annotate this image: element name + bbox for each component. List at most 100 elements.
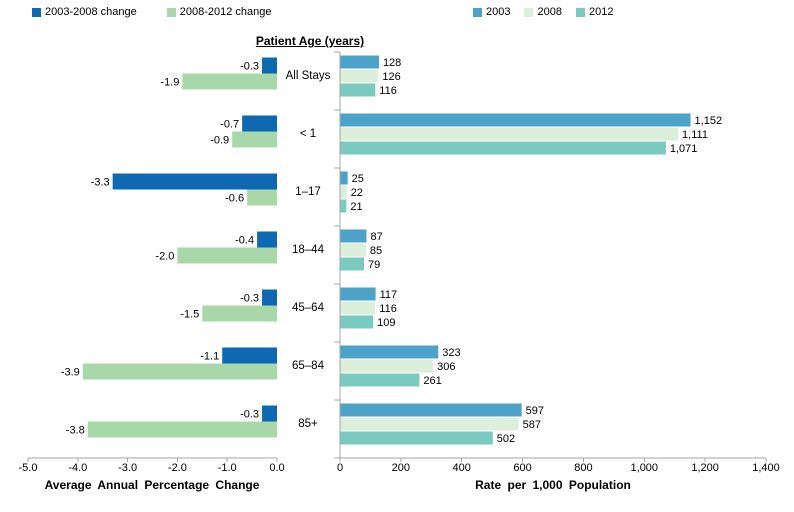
- left-axis-title: Average Annual Percentage Change: [44, 478, 260, 492]
- left-x-tick-label: -2.0: [168, 462, 187, 474]
- change-bar-2003-2008 change: [112, 173, 277, 190]
- rate-bar-2008: [340, 69, 379, 83]
- legend-label: 2003-2008 change: [45, 6, 137, 18]
- legend-label: 2012: [588, 6, 614, 18]
- legend-swatch: [575, 8, 585, 17]
- category-label: 1–17: [295, 186, 321, 198]
- change-bar-2008-2012 change: [82, 363, 277, 380]
- change-bar-2003-2008 change: [262, 289, 277, 306]
- change-value-label: -0.3: [240, 293, 259, 305]
- rate-value-label: 126: [382, 71, 400, 83]
- category-label: 45–64: [292, 302, 325, 314]
- change-value-label: -0.7: [220, 119, 239, 131]
- right-axis-title: Rate per 1,000 Population: [475, 478, 631, 492]
- rate-bar-2003: [340, 229, 367, 243]
- rate-value-label: 87: [370, 231, 382, 243]
- right-x-tick-label: 0: [337, 462, 343, 474]
- rate-value-label: 116: [379, 303, 397, 315]
- category-label: 65–84: [292, 360, 325, 372]
- change-value-label: -3.3: [91, 177, 110, 189]
- rate-value-label: 323: [442, 347, 460, 359]
- rate-bar-2003: [340, 403, 522, 417]
- legend-label: 2008-2012 change: [179, 6, 272, 18]
- change-bar-2008-2012 change: [232, 131, 277, 148]
- rate-bar-2003: [340, 171, 348, 185]
- legend-swatch: [166, 8, 176, 17]
- legend-item: 2008: [524, 6, 562, 18]
- change-value-label: -0.9: [210, 135, 229, 147]
- change-bar-2008-2012 change: [202, 305, 277, 322]
- legend-item: 2003: [473, 7, 510, 18]
- left-x-tick-label: -4.0: [68, 462, 87, 474]
- change-value-label: -3.9: [61, 367, 80, 379]
- rate-bar-2012: [340, 431, 493, 445]
- rate-value-label: 306: [437, 361, 455, 373]
- right-x-tick-label: 1,200: [691, 462, 719, 474]
- rate-value-label: 502: [497, 433, 515, 445]
- rate-value-label: 597: [526, 405, 544, 417]
- rate-bar-2003: [340, 55, 379, 69]
- rate-bar-2003: [340, 287, 376, 301]
- rate-bar-2008: [340, 301, 376, 315]
- change-bar-2003-2008 change: [262, 57, 277, 74]
- category-label: 18–44: [292, 244, 325, 256]
- rate-value-label: 85: [370, 245, 382, 257]
- rate-bar-2012: [340, 257, 365, 271]
- rate-bar-2012: [340, 373, 420, 387]
- left-x-tick-label: -5.0: [19, 462, 38, 474]
- right-x-tick-label: 800: [574, 462, 592, 474]
- rate-value-label: 22: [351, 187, 363, 199]
- rate-bar-2008: [340, 359, 434, 373]
- change-value-label: -0.6: [225, 193, 244, 205]
- legend-item: 2008-2012 change: [166, 6, 272, 18]
- rate-bar-2008: [340, 185, 347, 199]
- legend-label: 2008: [537, 6, 562, 18]
- category-label: 85+: [298, 418, 318, 430]
- left-x-tick-label: -1.0: [218, 462, 237, 474]
- patient-age-header: Patient Age (years): [255, 34, 365, 48]
- rate-bar-2012: [340, 199, 347, 213]
- change-value-label: -0.3: [240, 409, 259, 421]
- change-value-label: -2.0: [155, 251, 174, 263]
- change-bar-2003-2008 change: [257, 231, 277, 248]
- right-x-tick-label: 600: [513, 462, 531, 474]
- category-label: < 1: [300, 128, 316, 140]
- rate-bar-2012: [340, 83, 376, 97]
- rate-value-label: 116: [379, 85, 397, 97]
- change-value-label: -1.9: [160, 77, 179, 89]
- rate-bar-2012: [340, 315, 374, 329]
- rate-value-label: 1,111: [682, 129, 708, 141]
- rate-bar-2012: [340, 141, 666, 155]
- rate-value-label: 79: [368, 259, 380, 271]
- change-bar-2003-2008 change: [262, 405, 277, 422]
- change-bar-2008-2012 change: [247, 189, 277, 206]
- legend-swatch: [473, 8, 482, 17]
- legend-swatch: [32, 8, 41, 17]
- rate-value-label: 109: [377, 317, 395, 329]
- rate-bar-2008: [340, 417, 519, 431]
- right-x-tick-label: 400: [453, 462, 471, 474]
- right-x-tick-label: 1,000: [631, 462, 659, 474]
- left-x-tick-label: -3.0: [118, 462, 137, 474]
- rate-value-label: 117: [380, 289, 398, 301]
- left-x-tick-label: 0.0: [269, 462, 284, 474]
- rate-bar-2008: [340, 243, 366, 257]
- change-value-label: -1.1: [200, 351, 219, 363]
- right-chart-legend: 2003 2008 2012: [473, 7, 613, 18]
- legend-item: 2003-2008 change: [32, 7, 137, 18]
- change-bar-2008-2012 change: [177, 247, 277, 264]
- rate-value-label: 587: [523, 419, 541, 431]
- rate-value-label: 1,152: [695, 115, 723, 127]
- change-bar-2003-2008 change: [222, 347, 277, 364]
- right-x-tick-label: 200: [392, 462, 410, 474]
- change-value-label: -0.3: [240, 61, 259, 73]
- change-value-label: -0.4: [235, 235, 254, 247]
- rate-value-label: 21: [350, 201, 362, 213]
- legend-item: 2012: [575, 6, 614, 18]
- rate-bar-2003: [340, 345, 439, 359]
- rate-bar-2008: [340, 127, 679, 141]
- rate-value-label: 261: [423, 375, 441, 387]
- legend-label: 2003: [486, 6, 511, 18]
